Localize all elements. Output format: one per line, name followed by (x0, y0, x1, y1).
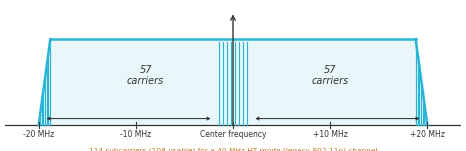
Text: 57
carriers: 57 carriers (127, 65, 164, 86)
Text: Center frequency: Center frequency (200, 130, 266, 139)
Text: -20 MHz: -20 MHz (23, 130, 55, 139)
Polygon shape (39, 39, 427, 125)
Text: +20 MHz: +20 MHz (410, 130, 445, 139)
Text: -10 MHz: -10 MHz (120, 130, 151, 139)
Text: 57
carriers: 57 carriers (312, 65, 349, 86)
Text: 114 subcarriers (108 usable) for a 40 MHz HT mode (legacy 802.11n) channel: 114 subcarriers (108 usable) for a 40 MH… (89, 148, 377, 151)
Text: +10 MHz: +10 MHz (313, 130, 348, 139)
